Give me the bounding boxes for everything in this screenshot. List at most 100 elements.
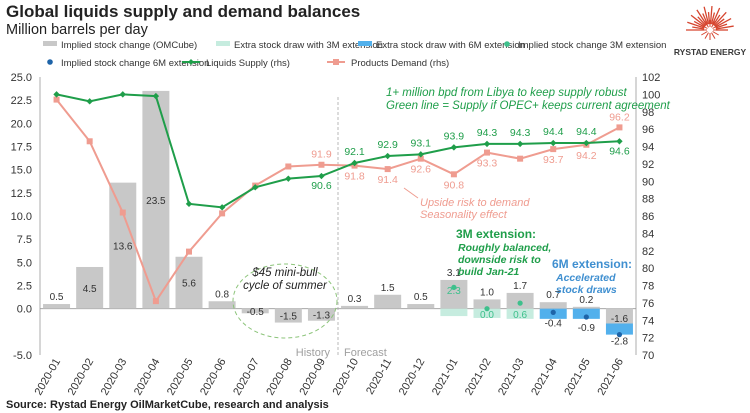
y-left-tick-label: 15.0 <box>11 165 32 177</box>
implied-6m-label: -0.9 <box>578 323 596 334</box>
liquids-supply-point <box>483 140 491 148</box>
stock-change-bar <box>274 308 302 323</box>
legend-marker <box>188 59 194 65</box>
y-right-tick-label: 76 <box>642 298 654 310</box>
logo-ray <box>701 24 708 29</box>
annotation-bull: $45 mini-bull <box>251 267 318 279</box>
liquids-supply-point <box>583 139 590 147</box>
products-demand-line <box>55 98 620 304</box>
annotation-green-line: Green line = Supply if OPEC+ keeps curre… <box>386 100 671 112</box>
logo-ray <box>707 12 711 25</box>
legend-entry: Products Demand (rhs) <box>351 58 449 69</box>
y-right-tick-label: 100 <box>642 89 660 101</box>
supply-value-label: 93.1 <box>411 137 432 149</box>
legend-entry: Implied stock change 3M extension <box>518 40 666 51</box>
annotation-3m-title: 3M extension: <box>456 227 536 241</box>
y-right-tick-label: 90 <box>642 176 654 188</box>
chart-title: Global liquids supply and demand balance… <box>6 2 361 21</box>
products-demand-point <box>517 155 524 162</box>
demand-value-label: 91.9 <box>311 149 332 161</box>
extra-draw-3m-bar <box>473 308 501 318</box>
y-left-tick-label: 10.0 <box>11 211 32 223</box>
bar-value-label: 0.8 <box>215 289 229 300</box>
stock-change-bar <box>407 304 435 309</box>
products-demand-point <box>86 138 93 145</box>
products-demand-point <box>450 171 457 178</box>
y-left-tick-label: -5.0 <box>13 350 32 362</box>
rystad-energy-logo: RYSTAD ENERGY <box>674 6 747 57</box>
supply-value-label: 94.6 <box>609 145 630 157</box>
stock-change-bar <box>473 299 501 309</box>
bar-value-label: 0.7 <box>546 290 560 301</box>
stock-change-bar <box>307 308 335 321</box>
legend-swatch <box>43 41 57 46</box>
logo-ray <box>690 14 706 27</box>
supply-value-label: 90.6 <box>311 180 332 192</box>
x-tick-label: 2020-07 <box>231 357 262 398</box>
logo-ray <box>697 16 707 27</box>
liquids-supply-point <box>285 175 292 182</box>
products-demand-point <box>616 124 623 131</box>
legend-marker <box>333 59 339 65</box>
annotation-3m-line: build Jan-21 <box>458 266 519 278</box>
bar-value-label: 5.6 <box>182 279 196 290</box>
implied-3m-dot <box>517 300 523 306</box>
stock-change-bars <box>43 90 633 335</box>
products-demand-point <box>285 163 292 170</box>
legend-swatch <box>47 59 53 65</box>
bar-value-label: -1.6 <box>611 314 629 325</box>
liquids-supply-point <box>318 172 325 180</box>
supply-value-label: 94.3 <box>510 127 531 139</box>
annotation-6m-line: Accelerated <box>555 272 616 284</box>
products-demand-point <box>318 161 325 168</box>
liquids-supply-point <box>351 159 358 167</box>
logo-ray <box>711 7 721 25</box>
stock-change-bar <box>374 294 402 309</box>
annotation-6m-title: 6M extension: <box>552 257 632 271</box>
logo-ray <box>704 21 709 28</box>
legend-entry: Implied stock change 6M extension <box>61 58 209 69</box>
bull-cycle-ellipse <box>232 263 338 339</box>
y-right-tick-label: 72 <box>642 333 654 345</box>
legend-swatch <box>504 41 510 47</box>
extra-draw-6m-bar <box>572 308 600 319</box>
x-tick-label: 2021-02 <box>463 357 494 398</box>
logo-ray <box>704 32 709 39</box>
bar-value-label: 4.5 <box>83 284 97 295</box>
liquids-supply-point <box>53 91 60 98</box>
y-right-tick-label: 74 <box>642 315 654 327</box>
liquids-supply-point <box>185 200 193 208</box>
logo-brand-text: RYSTAD ENERGY <box>674 47 747 57</box>
stock-change-bar <box>539 302 567 309</box>
liquids-supply-point <box>252 184 259 191</box>
implied-6m-dot <box>550 309 556 315</box>
x-tick-label: 2020-05 <box>165 357 196 398</box>
logo-ray <box>714 18 725 27</box>
y-right-tick-label: 102 <box>642 72 660 84</box>
implied-3m-label: 0.0 <box>480 310 494 321</box>
bar-value-label: 1.5 <box>381 283 395 294</box>
supply-value-label: 94.3 <box>477 127 498 139</box>
logo-ray <box>709 6 713 25</box>
products-demand-point <box>119 209 126 216</box>
x-tick-label: 2020-04 <box>132 357 163 398</box>
stock-change-bar <box>43 304 71 309</box>
extra-draw-3m-bar <box>440 308 468 317</box>
bar-value-label: 0.2 <box>579 295 593 306</box>
y-left-tick-label: 2.5 <box>17 281 32 293</box>
y-left-tick-label: 22.5 <box>11 95 32 107</box>
implied-6m-label: -0.4 <box>545 318 563 329</box>
stock-change-bar <box>572 306 600 309</box>
stock-change-bar <box>605 308 633 324</box>
chart-legend: Implied stock change (OMCube) Extra stock… <box>43 40 666 69</box>
annotation-3m-line: Roughly balanced, <box>458 242 551 254</box>
demand-value-label: 96.2 <box>609 111 630 123</box>
extra-draw-6m-bar <box>605 323 633 335</box>
annotation-leader-line <box>403 187 419 199</box>
demand-value-label: 94.2 <box>576 150 597 162</box>
x-tick-label: 2021-03 <box>496 357 527 398</box>
logo-ray <box>703 6 710 25</box>
liquids-supply-point <box>218 204 226 211</box>
demand-value-label: 93.3 <box>477 158 498 170</box>
